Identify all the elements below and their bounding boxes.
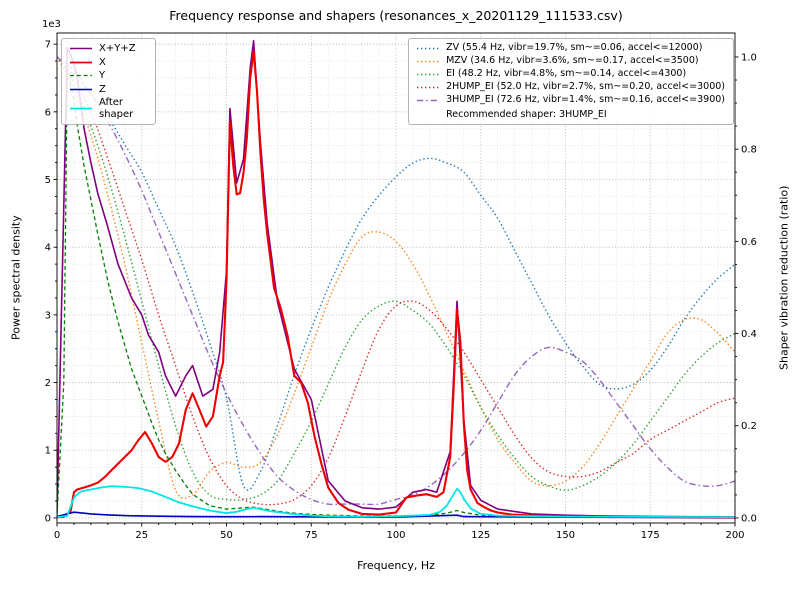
psd-line-after_shaper <box>57 485 735 519</box>
x-tick-label: 150 <box>556 530 575 541</box>
legend-line-sample <box>417 86 440 89</box>
series-group <box>57 40 735 519</box>
legend-line-sample <box>70 88 92 91</box>
y-right-tick-label: 0.2 <box>741 421 757 432</box>
legend-entry: 3HUMP_EI (72.6 Hz, vibr=1.4%, sm~=0.16, … <box>416 94 725 106</box>
legend-line-sample <box>417 73 440 76</box>
x-tick-label: 100 <box>386 530 405 541</box>
recommended-shaper-note: Recommended shaper: 3HUMP_EI <box>446 109 607 120</box>
legend-entry-label: 2HUMP_EI (52.0 Hz, vibr=2.7%, sm~=0.20, … <box>446 81 725 93</box>
shaper-line-mzv <box>57 56 735 500</box>
legend-entry: 2HUMP_EI (52.0 Hz, vibr=2.7%, sm~=0.20, … <box>416 81 725 93</box>
x-tick-label: 0 <box>54 530 60 541</box>
legend-entry: Z <box>69 84 147 96</box>
legend-entry-label: After shaper <box>99 97 134 120</box>
x-axis-label: Frequency, Hz <box>357 559 435 572</box>
legend-line-sample <box>417 60 440 63</box>
x-tick-label: 175 <box>641 530 660 541</box>
chart-title: Frequency response and shapers (resonanc… <box>169 8 623 23</box>
y-right-tick-label: 0.6 <box>741 237 757 248</box>
legend-line-sample <box>417 99 440 102</box>
y-left-tick-label: 4 <box>45 243 51 254</box>
legend-line-sample <box>70 61 92 64</box>
y-left-tick-label: 6 <box>45 107 51 118</box>
legend-entry: After shaper <box>69 97 147 120</box>
legend-entry-label: Y <box>99 70 106 81</box>
shaper-legend: ZV (55.4 Hz, vibr=19.7%, sm~=0.06, accel… <box>408 38 734 125</box>
shaper-legend-rows: ZV (55.4 Hz, vibr=19.7%, sm~=0.06, accel… <box>416 42 725 106</box>
y-left-tick-label: 2 <box>45 378 51 389</box>
x-tick-label: 25 <box>135 530 148 541</box>
y-right-tick-label: 1.0 <box>741 52 757 63</box>
shaper-line-2hump_ei <box>57 56 735 506</box>
y-left-tick-label: 3 <box>45 310 51 321</box>
legend-entry: Y <box>69 70 147 82</box>
legend-entry: X+Y+Z <box>69 43 147 55</box>
psd-line-z <box>57 511 735 519</box>
axis-offset-label: 1e3 <box>42 19 61 30</box>
legend-entry-label: 3HUMP_EI (72.6 Hz, vibr=1.4%, sm~=0.16, … <box>446 94 725 106</box>
y-left-tick-label: 1 <box>45 446 51 457</box>
x-tick-label: 200 <box>725 530 744 541</box>
legend-entry-label: MZV (34.6 Hz, vibr=3.6%, sm~=0.17, accel… <box>446 55 699 67</box>
legend-line-sample <box>417 47 440 50</box>
y-left-tick-label: 7 <box>45 40 51 51</box>
y-axis-label-right: Shaper vibration reduction (ratio) <box>777 185 791 371</box>
y-right-tick-label: 0.8 <box>741 145 757 156</box>
y-right-tick-label: 0.4 <box>741 329 757 340</box>
legend-entry-label: EI (48.2 Hz, vibr=4.8%, sm~=0.14, accel<… <box>446 68 687 80</box>
x-tick-label: 75 <box>305 530 318 541</box>
legend-entry: MZV (34.6 Hz, vibr=3.6%, sm~=0.17, accel… <box>416 55 725 67</box>
psd-legend: X+Y+Z X Y Z After shaper <box>61 38 156 125</box>
x-tick-label: 50 <box>220 530 233 541</box>
shaper-line-3hump_ei <box>57 56 735 506</box>
legend-entry-label: Z <box>99 83 106 95</box>
legend-line-sample <box>70 107 92 110</box>
tick-labels: 0 25 50 75 100 125 150 175 200 0 1 2 3 4 5 6 7 0.0 0.2 0.4 0… <box>45 40 757 541</box>
legend-line-sample <box>70 75 92 77</box>
y-axis-label-left: Power spectral density <box>9 215 23 341</box>
y-right-tick-label: 0.0 <box>741 513 757 524</box>
legend-entry: ZV (55.4 Hz, vibr=19.7%, sm~=0.06, accel… <box>416 42 725 54</box>
legend-entry: EI (48.2 Hz, vibr=4.8%, sm~=0.14, accel<… <box>416 68 725 80</box>
legend-entry-label: X+Y+Z <box>99 43 136 54</box>
psd-line-y <box>57 77 735 519</box>
y-left-tick-label: 5 <box>45 175 51 186</box>
legend-entry: X <box>69 57 147 69</box>
y-left-tick-label: 0 <box>45 513 51 524</box>
legend-line-sample <box>70 47 92 50</box>
legend-entry-label: ZV (55.4 Hz, vibr=19.7%, sm~=0.06, accel… <box>446 42 703 54</box>
x-tick-label: 125 <box>471 530 490 541</box>
legend-entry-label: X <box>99 56 106 68</box>
axes <box>53 32 739 527</box>
psd-line-x <box>57 49 735 519</box>
